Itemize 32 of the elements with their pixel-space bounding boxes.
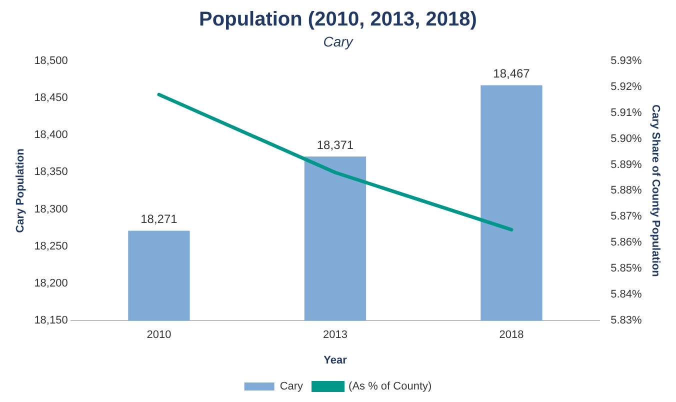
y2-axis-title: Cary Share of County Population (649, 104, 662, 278)
y2-tick-label: 5.92% (610, 80, 642, 93)
y2-tick-label: 5.85% (610, 262, 642, 275)
data-label: 18,467 (493, 66, 530, 81)
legend-label: (As % of County) (348, 380, 432, 393)
y-tick-label: 18,450 (34, 92, 68, 104)
y2-tick-label: 5.91% (610, 106, 642, 119)
x-tick-label: 2010 (146, 329, 172, 342)
y-tick-label: 18,200 (34, 278, 68, 290)
x-tick-label: 2018 (499, 329, 524, 342)
y2-tick-label: 5.83% (610, 314, 642, 327)
y-tick-label: 18,150 (34, 314, 68, 327)
chart-title: Population (2010, 2013, 2018) (199, 8, 477, 31)
y2-tick-label: 5.93% (610, 54, 642, 67)
y-tick-label: 18,400 (34, 129, 68, 142)
x-axis-title: Year (324, 354, 348, 366)
y-tick-label: 18,300 (34, 203, 68, 216)
y2-tick-label: 5.86% (610, 236, 642, 249)
y-tick-label: 18,250 (34, 240, 68, 252)
y-axis-title: Cary Population (14, 148, 27, 233)
chart-subtitle: Cary (323, 33, 354, 50)
legend-label: Cary (280, 380, 304, 393)
y2-tick-label: 5.87% (610, 210, 642, 223)
y2-tick-label: 5.84% (610, 288, 642, 301)
x-tick-label: 2013 (322, 329, 348, 342)
y-tick-label: 18,350 (34, 166, 68, 178)
y2-tick-label: 5.88% (610, 184, 642, 197)
data-label: 18,371 (316, 138, 354, 152)
y2-tick-label: 5.90% (610, 132, 642, 145)
data-label: 18,271 (140, 212, 178, 226)
y2-tick-label: 5.89% (610, 158, 642, 171)
y-tick-label: 18,500 (34, 54, 68, 67)
